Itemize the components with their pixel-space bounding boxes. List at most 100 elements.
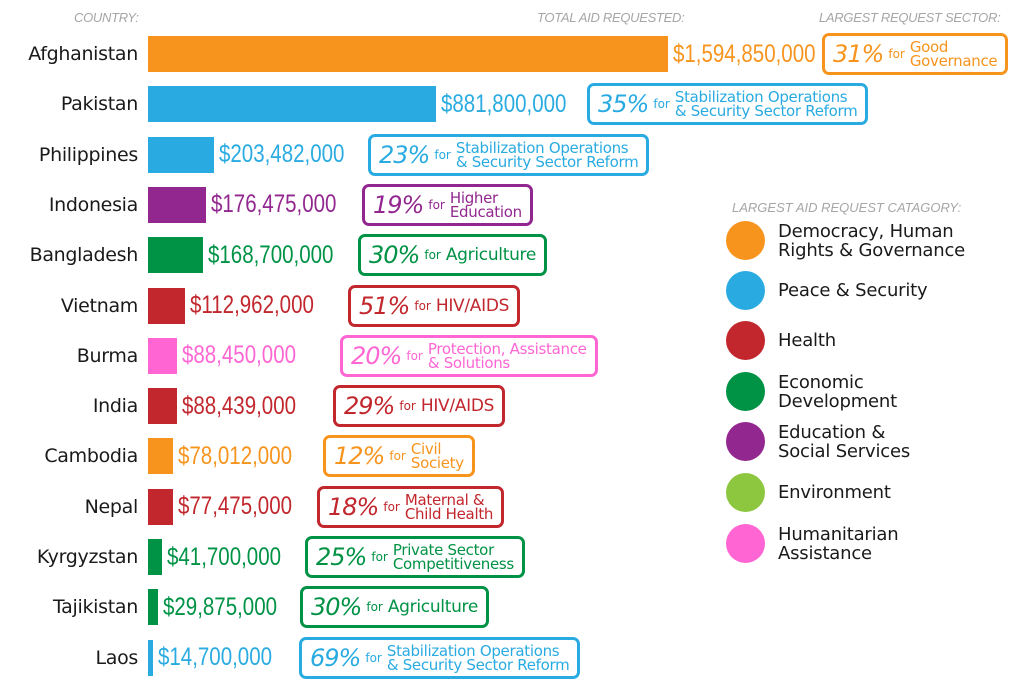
sector-box: 23% for Stabilization Operations & Security… bbox=[368, 133, 650, 176]
sector-percent: 30% bbox=[369, 241, 420, 270]
legend-swatch bbox=[726, 321, 765, 360]
sector-for: for bbox=[888, 47, 905, 61]
legend-label: Peace & Security bbox=[778, 280, 928, 301]
country-label: India bbox=[92, 395, 138, 418]
sector-name: Higher Education bbox=[449, 188, 522, 221]
bar bbox=[148, 539, 162, 575]
sector-percent: 25% bbox=[316, 543, 367, 571]
bar bbox=[148, 639, 153, 676]
sector-for: for bbox=[389, 449, 406, 464]
bar bbox=[148, 237, 203, 274]
bar bbox=[148, 589, 158, 626]
sector-line: Education bbox=[449, 202, 522, 221]
sector-line: Stabilization Operations bbox=[455, 138, 629, 157]
sector-for: for bbox=[428, 197, 445, 212]
sector-line: Civil bbox=[410, 440, 442, 459]
sector-percent: 19% bbox=[373, 190, 424, 219]
sector-box: 30% for Agriculture bbox=[358, 234, 548, 277]
legend-line: Peace & Security bbox=[778, 280, 928, 301]
legend-label: Economic Development bbox=[778, 373, 897, 411]
legend-line: Education & bbox=[778, 421, 886, 443]
legend-swatch bbox=[726, 372, 765, 411]
bar bbox=[148, 36, 668, 72]
sector-line: Stabilization Operations bbox=[674, 88, 848, 107]
sector-line: & Security Sector Reform bbox=[674, 102, 858, 121]
value-label: $88,450,000 bbox=[181, 341, 296, 370]
value-label: $41,700,000 bbox=[166, 542, 281, 571]
sector-box: 30% for Agriculture bbox=[300, 586, 490, 629]
sector-box: 35% for Stabilization Operations & Security… bbox=[587, 83, 869, 126]
country-label: Vietnam bbox=[60, 294, 138, 317]
bar bbox=[148, 86, 436, 123]
sector-box: 25% for Private Sector Competitiveness bbox=[305, 536, 525, 578]
header-total: TOTAL AID REQUESTED: bbox=[537, 10, 685, 25]
chart-row: Tajikistan $29,875,000 30% for Agriculture bbox=[0, 586, 1025, 629]
legend-label: Democracy, Human Rights & Governance bbox=[778, 222, 965, 260]
sector-percent: 69% bbox=[310, 643, 361, 672]
chart-row: Philippines $203,482,000 23% for Stabilizati… bbox=[0, 133, 1025, 176]
sector-line: Good bbox=[909, 38, 949, 56]
sector-name: Stabilization Operations & Security Secto… bbox=[386, 643, 570, 674]
sector-line: & Security Sector Reform bbox=[386, 655, 570, 674]
sector-for: for bbox=[399, 399, 416, 414]
bar bbox=[148, 136, 215, 173]
legend-swatch bbox=[726, 524, 765, 563]
sector-box: 29% for HIV/AIDS bbox=[333, 385, 506, 428]
country-label: Afghanistan bbox=[28, 43, 138, 65]
sector-name: Good Governance bbox=[909, 38, 998, 69]
value-label: $168,700,000 bbox=[208, 240, 334, 269]
country-label: Indonesia bbox=[48, 193, 138, 216]
sector-line: HIV/AIDS bbox=[420, 396, 495, 417]
chart-row: Cambodia $78,012,000 12% for Civil Society bbox=[0, 435, 1025, 478]
chart-row: Bangladesh $168,700,000 30% for Agriculture bbox=[0, 234, 1025, 277]
sector-box: 31% for Good Governance bbox=[822, 33, 1009, 75]
sector-line: Competitiveness bbox=[392, 555, 514, 573]
header-country: COUNTRY: bbox=[74, 10, 139, 25]
sector-percent: 20% bbox=[351, 341, 402, 370]
sector-line: Higher bbox=[449, 188, 498, 207]
value-label: $14,700,000 bbox=[157, 643, 272, 672]
country-label: Laos bbox=[95, 646, 138, 669]
sector-for: for bbox=[365, 650, 382, 665]
legend-title: LARGEST AID REQUEST CATAGORY: bbox=[732, 200, 962, 215]
country-label: Cambodia bbox=[44, 445, 138, 468]
legend-swatch bbox=[726, 221, 765, 260]
sector-for: for bbox=[424, 248, 441, 263]
sector-name: Stabilization Operations & Security Secto… bbox=[455, 138, 639, 171]
sector-name: Agriculture bbox=[446, 247, 537, 264]
legend-item-peace: Peace & Security bbox=[726, 271, 928, 310]
sector-for: for bbox=[366, 600, 383, 615]
chart-row: Pakistan $881,800,000 35% for Stabilization … bbox=[0, 83, 1025, 126]
legend-swatch bbox=[726, 422, 765, 461]
sector-percent: 31% bbox=[833, 40, 884, 68]
legend-item-humanitarian: Humanitarian Assistance bbox=[726, 523, 899, 564]
sector-percent: 18% bbox=[328, 492, 379, 521]
legend-line: Assistance bbox=[778, 542, 872, 564]
sector-name: Protection, Assistance & Solutions bbox=[427, 341, 587, 372]
legend-swatch bbox=[726, 473, 765, 512]
chart-row: Vietnam $112,962,000 51% for HIV/AIDS bbox=[0, 284, 1025, 327]
sector-percent: 30% bbox=[311, 593, 362, 622]
sector-box: 12% for Civil Society bbox=[323, 435, 475, 478]
bar bbox=[148, 186, 206, 223]
bar bbox=[148, 488, 174, 525]
legend-line: Humanitarian bbox=[778, 523, 899, 545]
legend-swatch bbox=[726, 271, 765, 310]
legend-item-environment: Environment bbox=[726, 473, 891, 512]
sector-line: Private Sector bbox=[392, 541, 494, 559]
sector-for: for bbox=[371, 550, 388, 564]
legend-item-democracy: Democracy, Human Rights & Governance bbox=[726, 221, 965, 260]
sector-line: & Solutions bbox=[427, 353, 510, 372]
value-label: $29,875,000 bbox=[162, 592, 277, 621]
sector-line: & Security Sector Reform bbox=[455, 152, 639, 171]
sector-name: Maternal & Child Health bbox=[405, 492, 494, 521]
chart-row: Laos $14,700,000 69% for Stabilization Opera… bbox=[0, 636, 1025, 679]
value-label: $176,475,000 bbox=[210, 190, 336, 219]
chart-row: Afghanistan $1,594,850,000 31% for Good Gover… bbox=[0, 33, 1025, 75]
legend-label: Education & Social Services bbox=[778, 423, 910, 461]
bar bbox=[148, 438, 174, 475]
sector-percent: 29% bbox=[344, 392, 395, 421]
sector-name: Civil Society bbox=[410, 440, 464, 471]
legend-label: Health bbox=[778, 331, 836, 350]
legend-item-economic: Economic Development bbox=[726, 372, 897, 411]
